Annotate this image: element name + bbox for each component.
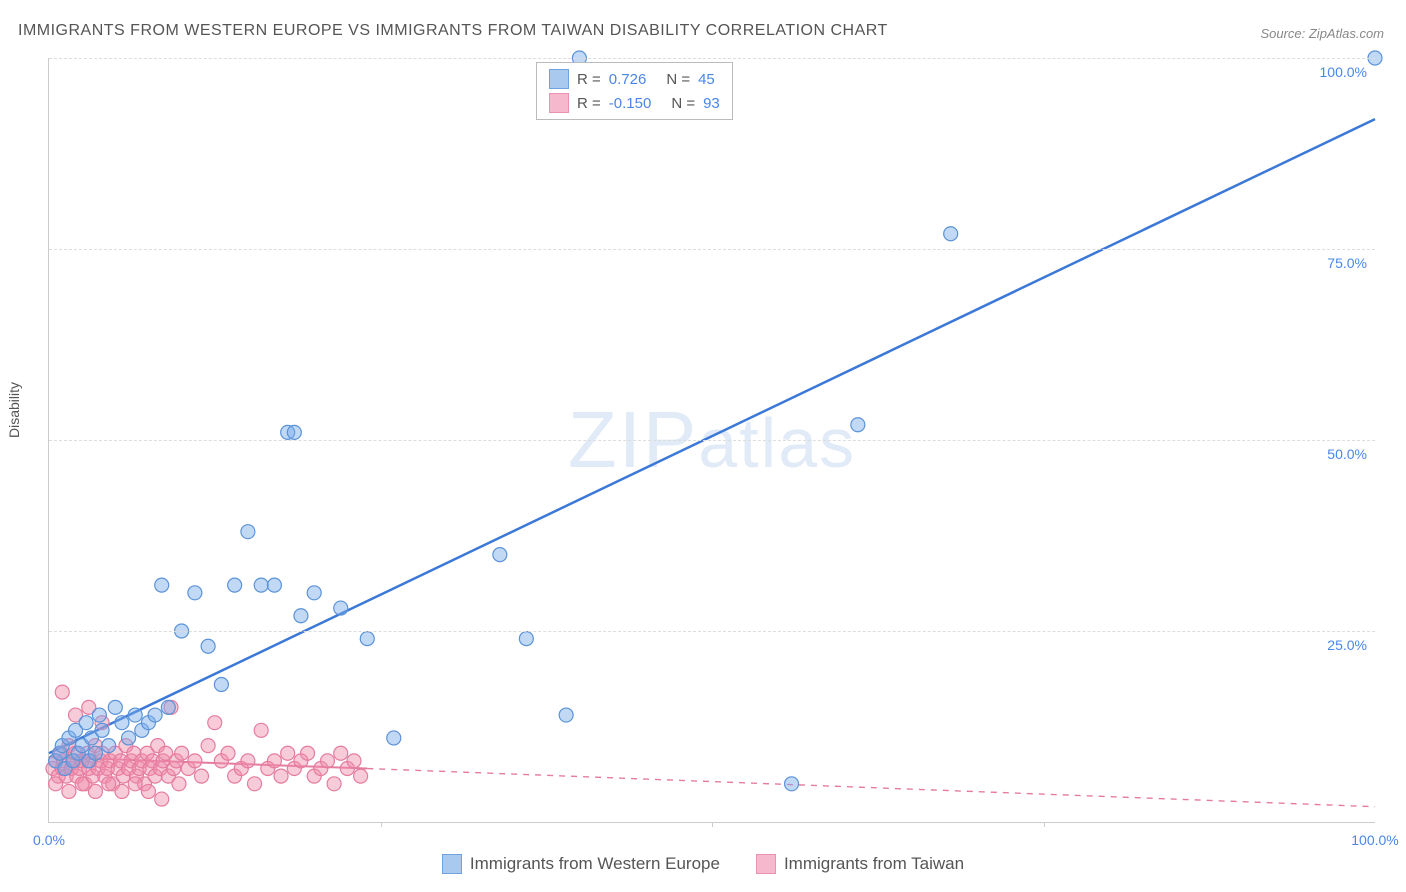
legend-n-value-1: 45	[698, 71, 715, 88]
x-tick-label: 100.0%	[1351, 832, 1398, 848]
y-tick-label: 75.0%	[1327, 255, 1367, 271]
legend-r-label-1: R =	[577, 71, 601, 88]
gridline	[49, 631, 1375, 632]
legend-swatch-pink	[549, 93, 569, 113]
series-legend-item-2: Immigrants from Taiwan	[756, 854, 964, 874]
x-tick-mark	[712, 822, 713, 827]
series-name-2: Immigrants from Taiwan	[784, 854, 964, 874]
correlation-legend: R = 0.726 N = 45 R = -0.150 N = 93	[536, 62, 733, 120]
y-tick-label: 100.0%	[1320, 64, 1367, 80]
legend-n-label-2: N =	[671, 95, 695, 112]
y-tick-label: 50.0%	[1327, 446, 1367, 462]
legend-n-label-1: N =	[666, 71, 690, 88]
series-swatch-pink	[756, 854, 776, 874]
legend-swatch-blue	[549, 69, 569, 89]
x-tick-label: 0.0%	[33, 832, 65, 848]
gridline	[49, 249, 1375, 250]
legend-row-2: R = -0.150 N = 93	[549, 91, 720, 115]
legend-r-label-2: R =	[577, 95, 601, 112]
legend-n-value-2: 93	[703, 95, 720, 112]
source-label: Source: ZipAtlas.com	[1260, 26, 1384, 41]
series-name-1: Immigrants from Western Europe	[470, 854, 720, 874]
chart-plot-area: ZIPatlas 25.0%50.0%75.0%100.0%0.0%100.0%	[48, 58, 1375, 823]
series-swatch-blue	[442, 854, 462, 874]
x-tick-mark	[381, 822, 382, 827]
legend-r-value-1: 0.726	[609, 71, 647, 88]
series-legend-item-1: Immigrants from Western Europe	[442, 854, 720, 874]
chart-title: IMMIGRANTS FROM WESTERN EUROPE VS IMMIGR…	[18, 22, 888, 40]
x-tick-mark	[1044, 822, 1045, 827]
series-legend: Immigrants from Western Europe Immigrant…	[0, 854, 1406, 874]
y-axis-label: Disability	[6, 382, 22, 438]
legend-r-value-2: -0.150	[609, 95, 652, 112]
y-tick-label: 25.0%	[1327, 637, 1367, 653]
gridline	[49, 440, 1375, 441]
gridline	[49, 58, 1375, 59]
legend-row-1: R = 0.726 N = 45	[549, 67, 720, 91]
